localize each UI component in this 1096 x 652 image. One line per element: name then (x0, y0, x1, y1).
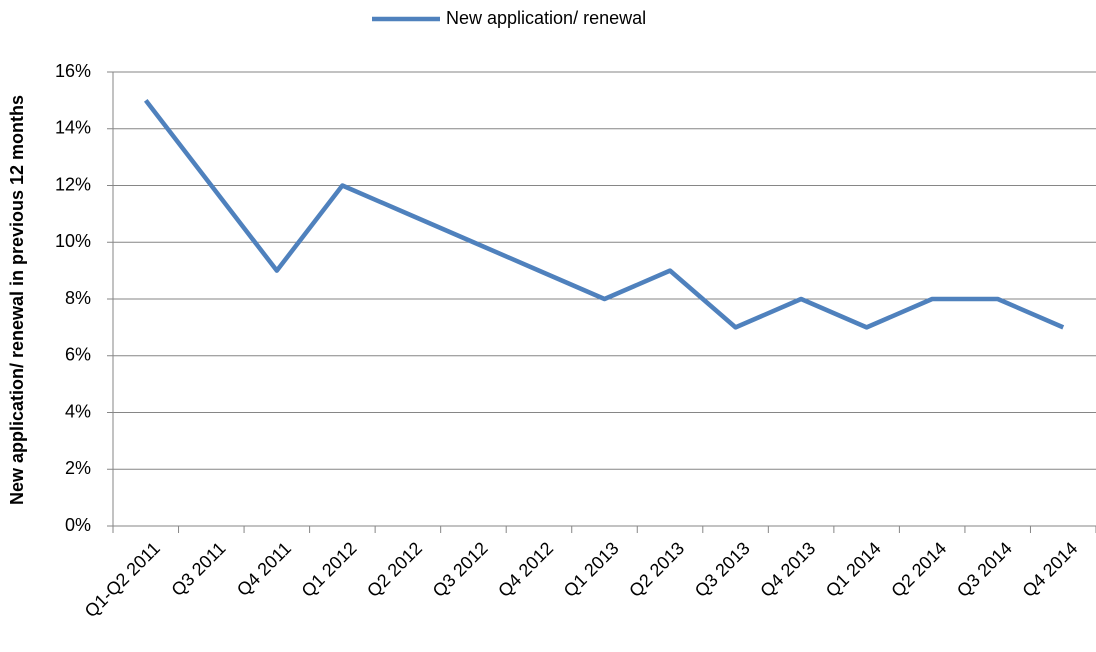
x-tick-label: Q3 2013 (691, 538, 754, 601)
y-tick-label: 10% (55, 231, 91, 251)
y-tick-label: 12% (55, 174, 91, 194)
x-tick-label: Q3 2011 (167, 538, 229, 600)
x-tick-label: Q4 2013 (756, 538, 819, 601)
y-tick-label: 2% (65, 458, 91, 478)
y-tick-label: 0% (65, 515, 91, 535)
x-tick-label: Q2 2014 (887, 538, 950, 601)
x-tick-label: Q4 2011 (233, 538, 295, 600)
x-tick-label: Q2 2012 (363, 538, 426, 601)
y-axis-title: New application/ renewal in previous 12 … (7, 95, 27, 505)
x-tick-label: Q2 2013 (625, 538, 688, 601)
legend-label: New application/ renewal (446, 8, 646, 28)
y-tick-label: 6% (65, 345, 91, 365)
x-tick-label: Q4 2014 (1018, 538, 1081, 601)
x-tick-label: Q1 2012 (298, 538, 361, 601)
x-tick-label: Q1-Q2 2011 (81, 538, 164, 621)
data-line (143, 99, 1065, 330)
y-tick-label: 8% (65, 288, 91, 308)
x-tick-label: Q1 2014 (822, 538, 885, 601)
y-tick-label: 14% (55, 118, 91, 138)
x-tick-label: Q3 2012 (429, 538, 492, 601)
x-tick-label: Q3 2014 (953, 538, 1016, 601)
x-tick-label: Q1 2013 (560, 538, 623, 601)
y-tick-label: 4% (65, 401, 91, 421)
y-tick-label: 16% (55, 61, 91, 81)
x-tick-label: Q4 2012 (494, 538, 557, 601)
